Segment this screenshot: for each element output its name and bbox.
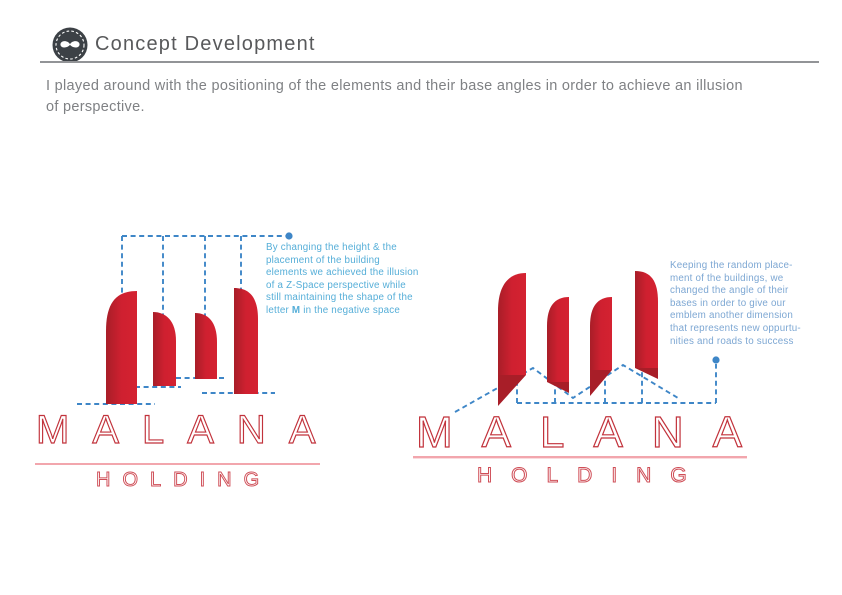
- wordmark-name: MALANA: [416, 408, 755, 457]
- building-4-fold: [635, 368, 658, 379]
- annotation-zspace-text: By changing the height & the placement o…: [266, 242, 419, 316]
- building-2: [547, 297, 569, 382]
- wordmark-underline: [413, 456, 747, 459]
- wordmark-subtitle: HOLDING: [96, 469, 271, 491]
- building-2: [153, 312, 176, 386]
- mustache-icon: [52, 27, 88, 63]
- mustache-glyph: [60, 41, 80, 48]
- building-3: [590, 297, 612, 370]
- wordmark-angles: MALANA HOLDING: [413, 407, 755, 488]
- building-3: [195, 313, 217, 379]
- intro-paragraph: I played around with the positioning of …: [46, 78, 743, 115]
- building-4: [635, 271, 658, 368]
- guide-zigzag: [454, 363, 679, 413]
- wordmark-zspace: MALANA HOLDING: [35, 408, 330, 491]
- annotation-connector-dot: [712, 356, 720, 364]
- construction-guides-angles: [454, 363, 717, 413]
- building-2-fold: [547, 382, 569, 393]
- logo-emblem-zspace: [77, 232, 293, 405]
- header-divider: [40, 61, 819, 63]
- mustache-icon-svg: [52, 27, 88, 63]
- annotation-angles: Keeping the random place- ment of the bu…: [670, 260, 801, 347]
- building-base-folds: [498, 368, 658, 406]
- building-1: [106, 291, 137, 404]
- building-1: [498, 273, 526, 375]
- wordmark-name: MALANA: [36, 408, 330, 452]
- annotation-zspace: By changing the height & the placement o…: [266, 242, 424, 318]
- icon-dashed-ring: [55, 30, 85, 60]
- building-4: [234, 288, 258, 394]
- logo-emblem-angles: [454, 271, 720, 413]
- wordmark-subtitle: HOLDING: [477, 464, 706, 487]
- building-3-fold: [590, 370, 612, 396]
- buildings-angles: [498, 271, 658, 382]
- wordmark-underline: [35, 463, 320, 465]
- annotation-zspace-text-end: in the negative space: [300, 304, 400, 316]
- annotation-connector-dot: [285, 232, 293, 240]
- buildings-zspace: [106, 288, 258, 404]
- annotation-zspace-bold-m: M: [291, 304, 301, 316]
- building-1-fold: [498, 375, 526, 406]
- icon-circle: [52, 27, 88, 63]
- page-title: Concept Development: [95, 33, 316, 55]
